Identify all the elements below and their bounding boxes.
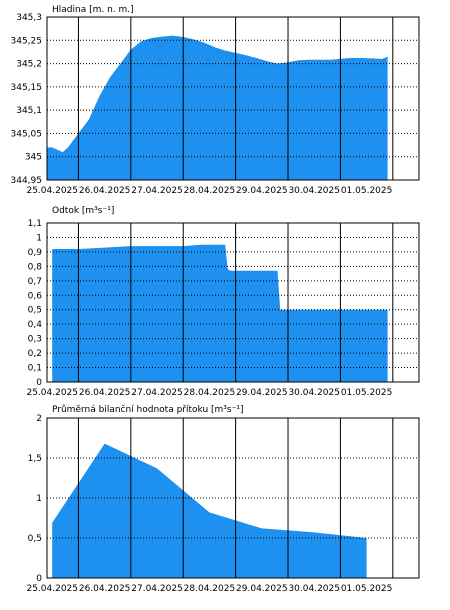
odtok-y-tick-label: 0,1 — [28, 364, 42, 374]
odtok-y-tick-label: 0,3 — [28, 335, 42, 345]
hladina-x-tick-label: 27.04.2025 — [131, 186, 183, 196]
odtok-x-tick-label: 25.04.2025 — [26, 388, 78, 398]
pritok-x-tick-label: 27.04.2025 — [131, 584, 183, 594]
odtok-y-tick-label: 0,5 — [28, 306, 42, 316]
odtok-y-tick-label: 1,1 — [28, 219, 42, 229]
pritok-y-tick-label: 0 — [36, 574, 42, 584]
pritok-y-tick-label: 1,5 — [28, 454, 42, 464]
odtok-y-tick-label: 0,6 — [28, 291, 43, 301]
pritok-x-tick-label: 30.04.2025 — [288, 584, 340, 594]
hladina-x-tick-label: 30.04.2025 — [288, 186, 340, 196]
odtok-x-tick-label: 27.04.2025 — [131, 388, 183, 398]
pritok-y-tick-label: 2 — [36, 414, 42, 424]
hladina-y-tick-label: 344,95 — [11, 176, 43, 186]
pritok-x-tick-label: 25.04.2025 — [26, 584, 78, 594]
pritok-area — [52, 443, 367, 578]
odtok-x-tick-label: 01.05.2025 — [341, 388, 393, 398]
odtok-x-tick-label: 29.04.2025 — [236, 388, 288, 398]
hladina-x-tick-label: 29.04.2025 — [236, 186, 288, 196]
pritok-y-tick-label: 1 — [36, 494, 42, 504]
odtok-area — [52, 244, 388, 382]
hladina-y-tick-label: 345,1 — [16, 106, 42, 116]
odtok-y-tick-label: 0 — [36, 378, 42, 388]
odtok-y-tick-label: 0,8 — [28, 262, 43, 272]
hladina-x-tick-label: 26.04.2025 — [79, 186, 131, 196]
pritok-x-tick-label: 28.04.2025 — [184, 584, 236, 594]
odtok-x-tick-label: 28.04.2025 — [184, 388, 236, 398]
odtok-y-tick-label: 0,7 — [28, 277, 42, 287]
odtok-plot-frame — [46, 222, 420, 383]
pritok-chart-title: Průměrná bilanční hodnota přítoku [m³s⁻¹… — [52, 404, 243, 415]
pritok-x-tick-label: 26.04.2025 — [79, 584, 131, 594]
pritok-x-tick-label: 01.05.2025 — [341, 584, 393, 594]
hladina-y-tick-label: 345,25 — [11, 36, 43, 46]
odtok-y-tick-label: 0,2 — [28, 349, 42, 359]
hladina-y-tick-label: 345,05 — [11, 129, 43, 139]
hladina-y-tick-label: 345,2 — [16, 60, 42, 70]
hladina-x-tick-label: 01.05.2025 — [341, 186, 393, 196]
hladina-y-tick-label: 345,3 — [16, 13, 42, 23]
pritok-x-tick-label: 29.04.2025 — [236, 584, 288, 594]
odtok-y-tick-label: 0,9 — [28, 248, 43, 258]
odtok-x-tick-label: 26.04.2025 — [79, 388, 131, 398]
pritok-plot-frame — [46, 417, 420, 579]
odtok-y-tick-label: 1 — [36, 233, 42, 243]
odtok-chart-title: Odtok [m³s⁻¹] — [52, 206, 114, 216]
hladina-x-tick-label: 25.04.2025 — [26, 186, 78, 196]
odtok-y-tick-label: 0,4 — [28, 320, 43, 330]
odtok-x-tick-label: 30.04.2025 — [288, 388, 340, 398]
pritok-y-tick-label: 0,5 — [28, 534, 42, 544]
hladina-x-tick-label: 28.04.2025 — [184, 186, 236, 196]
hladina-chart-title: Hladina [m. n. m.] — [52, 5, 134, 15]
hladina-y-tick-label: 345,15 — [11, 83, 43, 93]
hladina-plot-frame — [46, 16, 420, 181]
hladina-y-tick-label: 345 — [25, 153, 42, 163]
hladina-area — [47, 35, 388, 180]
